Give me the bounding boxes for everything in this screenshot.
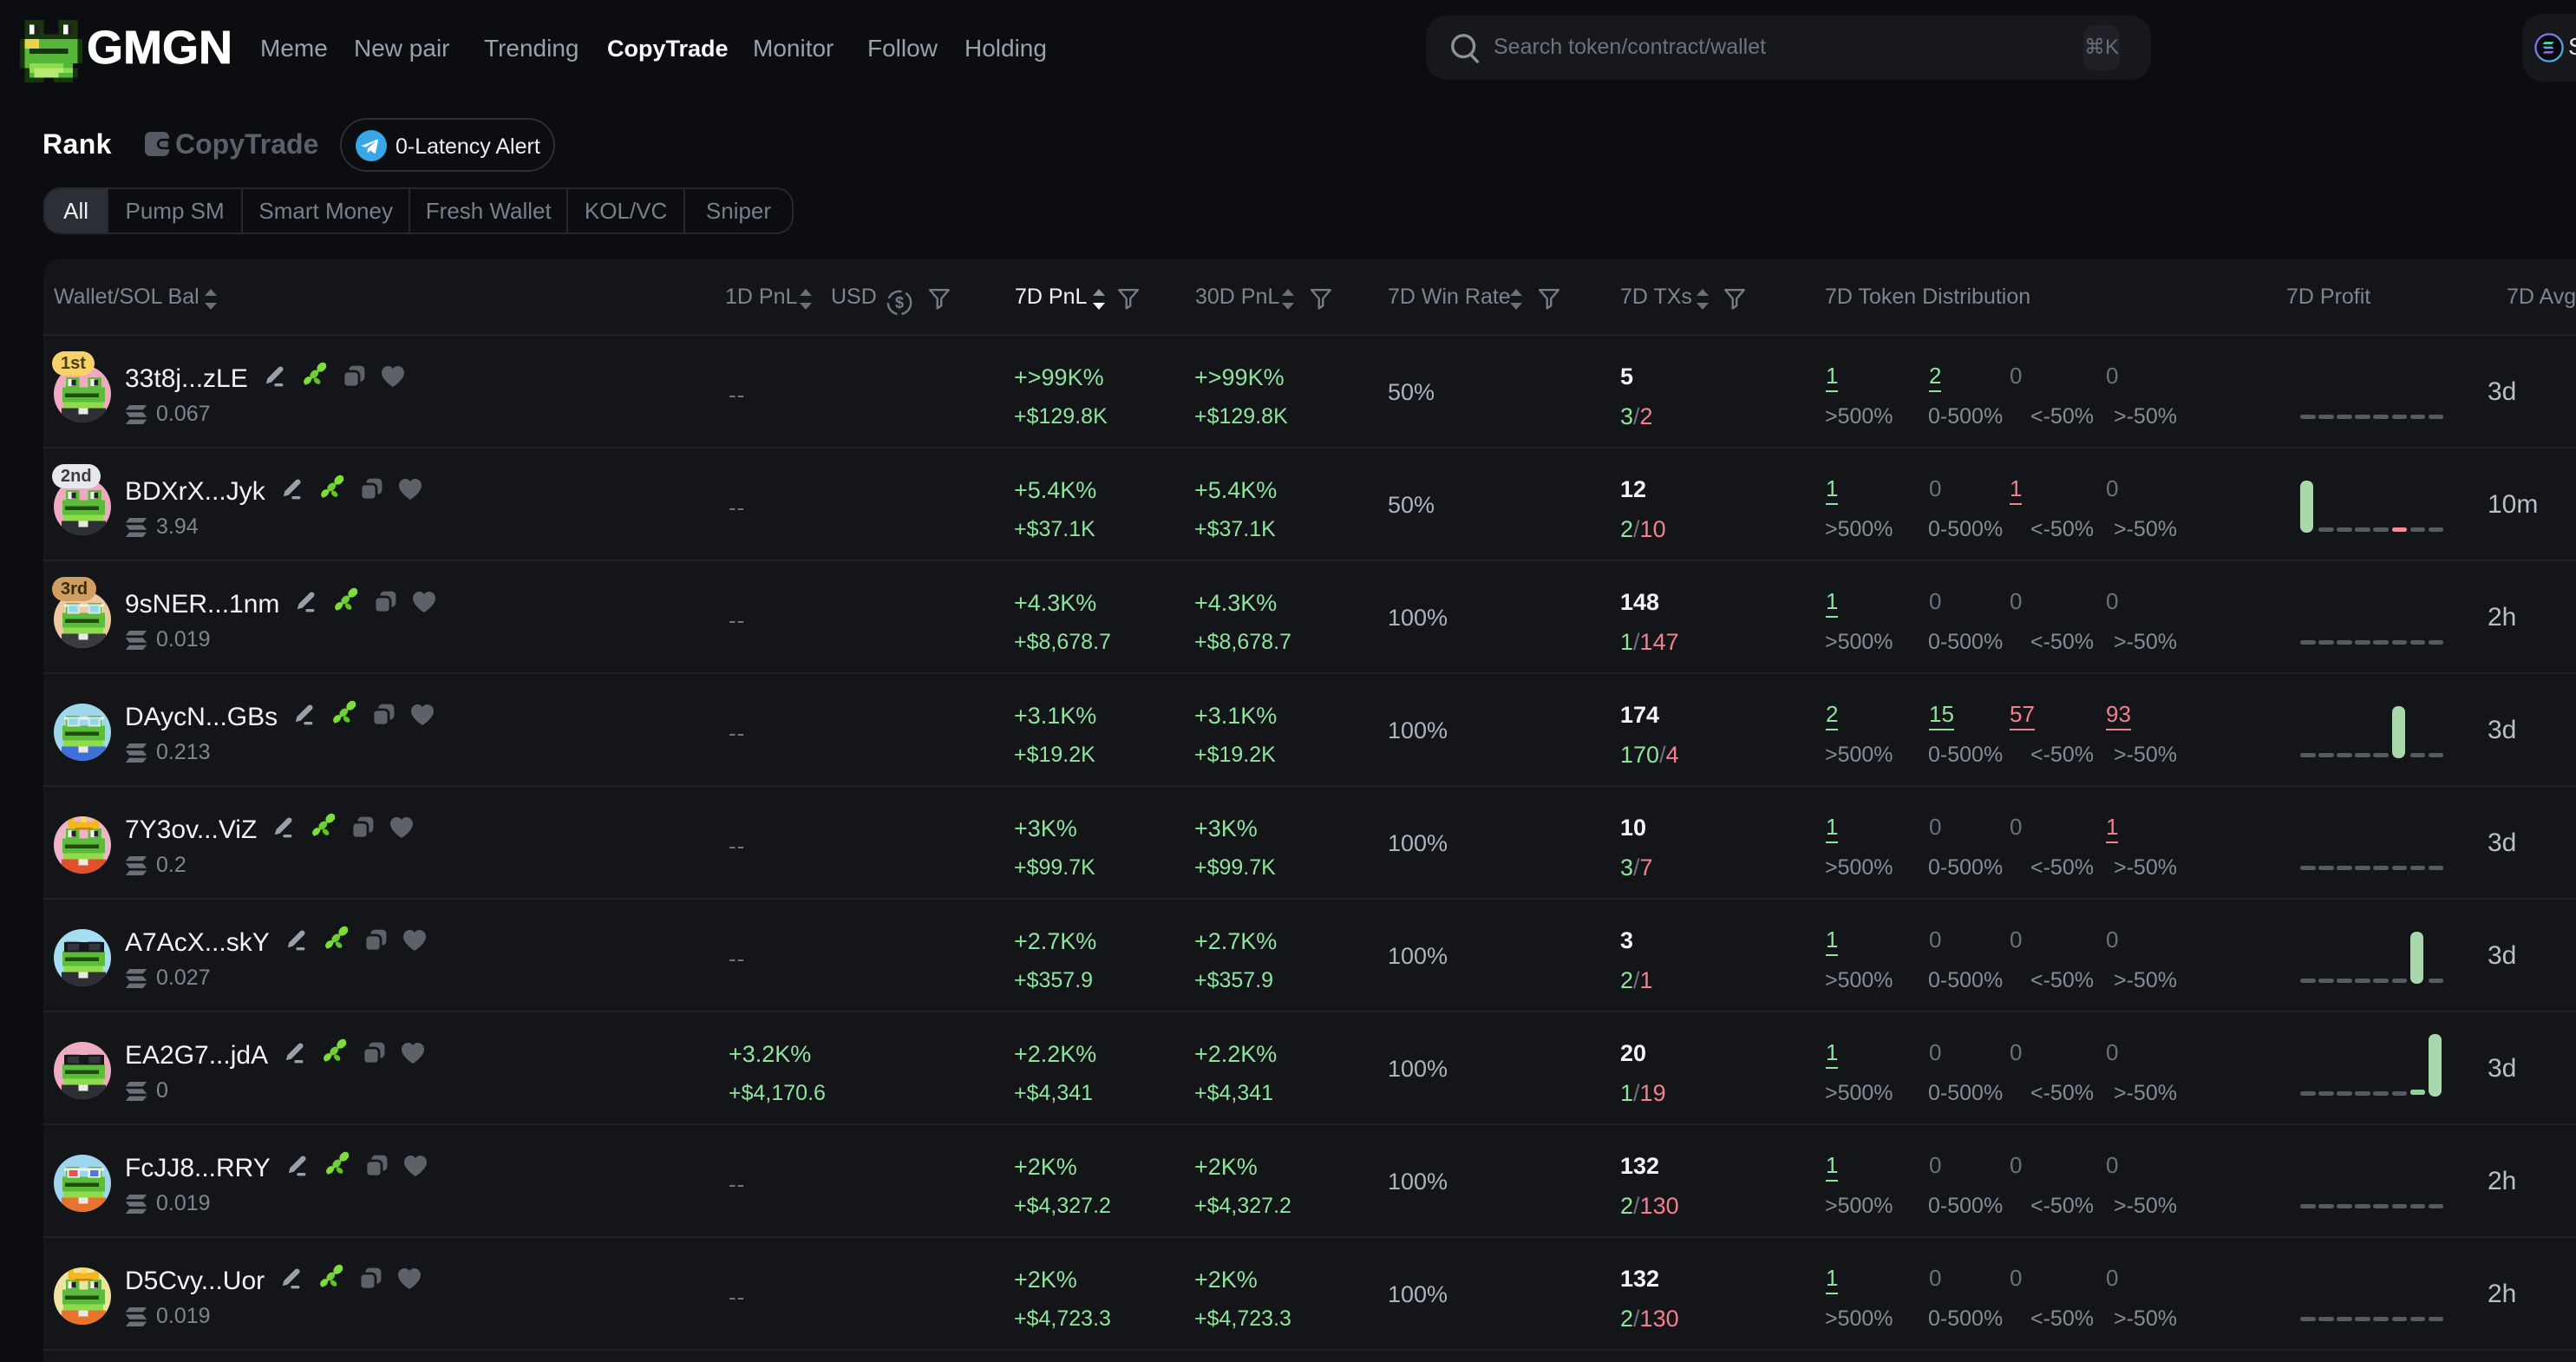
svg-text:$: $	[895, 294, 904, 311]
